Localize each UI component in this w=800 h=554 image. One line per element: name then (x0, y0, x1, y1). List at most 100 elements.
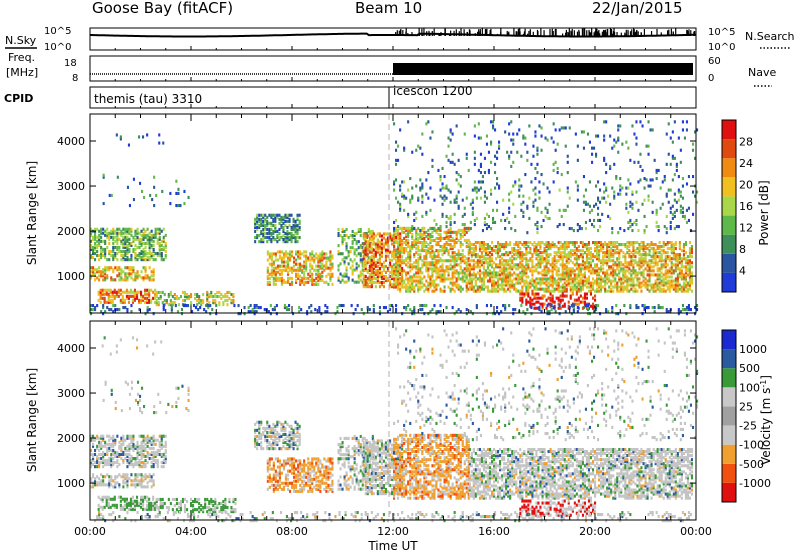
range-gate-cell (124, 231, 127, 235)
range-gate-cell (674, 285, 677, 289)
range-gate-cell (362, 264, 365, 268)
range-gate-cell (160, 239, 163, 243)
range-gate-cell (282, 225, 285, 229)
range-gate-cell (380, 246, 383, 250)
range-gate-cell (307, 276, 310, 280)
range-gate-cell (461, 255, 464, 259)
range-gate-cell (644, 255, 647, 259)
range-gate-cell (121, 294, 124, 298)
range-gate-cell (630, 261, 633, 265)
range-gate-cell (100, 231, 103, 235)
range-gate-cell (630, 243, 633, 247)
range-gate-cell (546, 208, 549, 212)
range-gate-cell (648, 263, 651, 267)
range-gate-cell (557, 285, 560, 289)
range-gate-cell (327, 272, 330, 276)
range-gate-cell (429, 281, 432, 285)
range-gate-cell (567, 257, 570, 261)
range-gate-cell (268, 232, 271, 236)
range-gate-cell (470, 279, 473, 283)
range-gate-cell (364, 285, 367, 289)
range-gate-cell (467, 243, 470, 247)
range-gate-cell (116, 268, 119, 272)
range-gate-cell (583, 273, 586, 277)
range-gate-cell (658, 275, 661, 279)
range-gate-cell (605, 188, 608, 192)
range-gate-cell (382, 236, 385, 240)
range-gate-cell (563, 304, 566, 308)
range-gate-cell (532, 204, 535, 208)
range-gate-cell (284, 215, 287, 219)
range-gate-cell (519, 251, 522, 255)
range-gate-cell (94, 252, 97, 256)
range-gate-cell (357, 274, 360, 278)
range-gate-cell (286, 219, 289, 223)
range-gate-cell (487, 214, 490, 218)
range-gate-cell (399, 289, 402, 293)
range-gate-cell (661, 202, 664, 206)
range-gate-cell (608, 251, 611, 255)
range-gate-cell (634, 275, 637, 279)
range-gate-cell (353, 250, 356, 254)
range-gate-cell (102, 268, 105, 272)
range-gate-cell (427, 275, 430, 279)
range-gate-cell (114, 252, 117, 256)
range-gate-cell (477, 122, 480, 126)
range-gate-cell (535, 247, 538, 251)
range-gate-cell (539, 263, 542, 267)
range-gate-cell (534, 130, 537, 134)
range-gate-cell (640, 241, 643, 245)
range-gate-cell (521, 277, 524, 281)
range-gate-cell (589, 251, 592, 255)
range-gate-cell (451, 255, 454, 259)
range-gate-cell (473, 162, 476, 166)
range-gate-cell (294, 221, 297, 225)
range-gate-cell (368, 266, 371, 270)
range-gate-cell (160, 254, 163, 258)
range-gate-cell (631, 206, 634, 210)
range-gate-cell (512, 132, 515, 136)
range-gate-cell (146, 256, 149, 260)
range-gate-cell (453, 245, 456, 249)
range-gate-cell (425, 251, 428, 255)
range-gate-cell (551, 300, 554, 304)
range-gate-cell (467, 245, 470, 249)
range-gate-cell (588, 210, 591, 214)
range-gate-cell (498, 186, 501, 190)
range-gate-cell (455, 194, 458, 198)
range-gate-cell (146, 300, 149, 304)
range-gate-cell (374, 252, 377, 256)
range-gate-cell (519, 241, 522, 245)
range-gate-cell (439, 234, 442, 238)
range-gate-cell (616, 287, 619, 291)
range-gate-cell (632, 249, 635, 253)
range-gate-cell (364, 234, 367, 238)
range-gate-cell (393, 273, 396, 277)
range-gate-cell (370, 262, 373, 266)
range-gate-cell (652, 249, 655, 253)
range-gate-cell (508, 154, 511, 158)
range-gate-cell (570, 227, 573, 231)
range-gate-cell (648, 249, 651, 253)
range-gate-cell (423, 289, 426, 293)
range-gate-cell (433, 261, 436, 265)
range-gate-cell (664, 273, 667, 277)
range-gate-cell (378, 262, 381, 266)
range-gate-cell (419, 249, 422, 253)
range-gate-cell (146, 239, 149, 243)
range-gate-cell (561, 273, 564, 277)
range-gate-cell (648, 275, 651, 279)
range-gate-cell (425, 263, 428, 267)
range-gate-cell (505, 269, 508, 273)
range-gate-cell (507, 281, 510, 285)
range-gate-cell (319, 266, 322, 270)
range-gate-cell (523, 283, 526, 287)
range-gate-cell (577, 296, 580, 300)
range-gate-cell (614, 241, 617, 245)
range-gate-cell (543, 269, 546, 273)
range-gate-cell (317, 268, 320, 272)
range-gate-cell (606, 245, 609, 249)
range-gate-cell (378, 275, 381, 279)
range-gate-cell (128, 247, 131, 251)
range-gate-cell (678, 269, 681, 273)
